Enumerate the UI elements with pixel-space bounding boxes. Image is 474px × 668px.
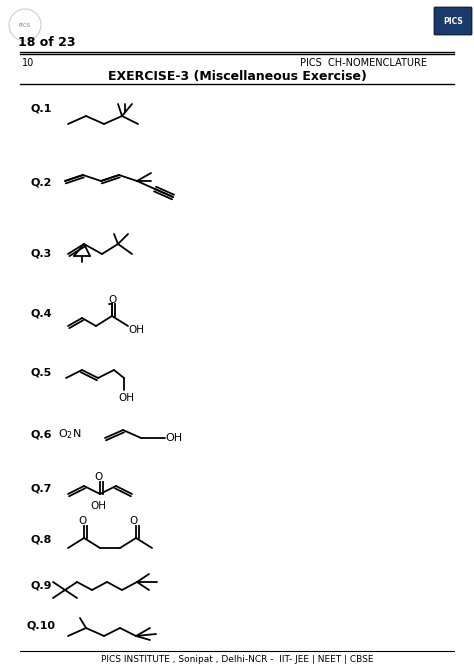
Text: Q.5: Q.5 [30,367,51,377]
Text: O: O [130,516,138,526]
Text: O: O [94,472,102,482]
Text: PICS  CH-NOMENCLATURE: PICS CH-NOMENCLATURE [300,58,427,68]
Text: PICS INSTITUTE , Sonipat , Delhi-NCR -  IIT- JEE | NEET | CBSE: PICS INSTITUTE , Sonipat , Delhi-NCR - I… [101,655,373,665]
Text: Q.1: Q.1 [30,103,51,113]
Text: OH: OH [128,325,144,335]
Text: Q.10: Q.10 [26,621,55,631]
Text: O: O [108,295,116,305]
Text: PICS: PICS [443,17,463,25]
Text: Q.9: Q.9 [30,581,52,591]
Text: O$_2$N: O$_2$N [58,427,82,441]
Text: Q.8: Q.8 [30,535,51,545]
FancyBboxPatch shape [434,7,472,35]
Text: 18 of 23: 18 of 23 [18,35,75,49]
Text: Q.3: Q.3 [30,248,51,258]
Text: OH: OH [90,501,106,511]
Circle shape [9,9,41,41]
Text: 10: 10 [22,58,34,68]
Text: Q.4: Q.4 [30,308,52,318]
Text: Q.7: Q.7 [30,483,51,493]
Text: OH: OH [165,433,182,443]
Text: EXERCISE-3 (Miscellaneous Exercise): EXERCISE-3 (Miscellaneous Exercise) [108,69,366,83]
Text: Q.6: Q.6 [30,429,52,439]
Text: OH: OH [118,393,134,403]
Text: Q.2: Q.2 [30,177,51,187]
Text: PICS: PICS [19,23,31,27]
Text: O: O [78,516,86,526]
